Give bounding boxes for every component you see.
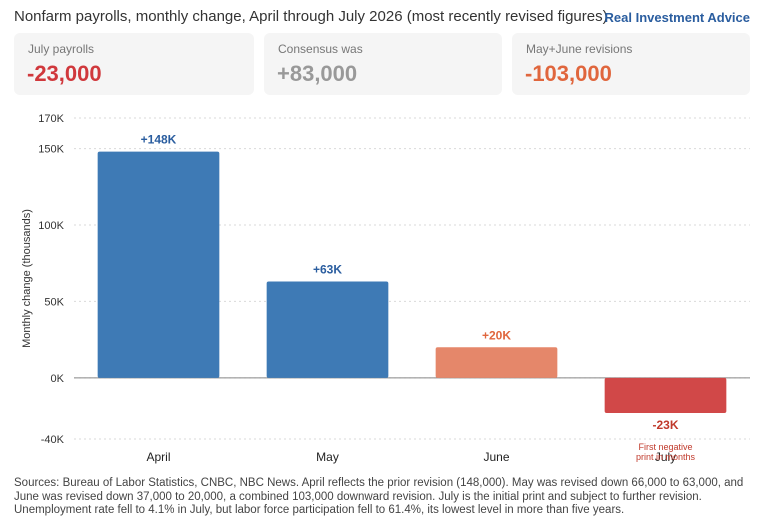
kpi-label: Consensus was [278, 42, 363, 56]
data-label: +63K [313, 263, 342, 277]
kpi-card-consensus: Consensus was +83,000 [264, 33, 502, 95]
kpi-card-revisions: May+June revisions -103,000 [512, 33, 750, 95]
y-tick-label: 170K [38, 113, 64, 125]
data-label: -23K [652, 418, 678, 432]
kpi-label: May+June revisions [526, 42, 633, 56]
y-tick-label: -40K [41, 434, 65, 446]
data-label: +148K [141, 133, 177, 147]
x-tick-label: May [316, 450, 339, 464]
x-tick-label: July [655, 450, 676, 464]
y-tick-label: 0K [51, 373, 65, 385]
kpi-value: -103,000 [525, 61, 612, 86]
sources-note: Sources: Bureau of Labor Statistics, CNB… [14, 477, 744, 516]
x-tick-label: April [146, 450, 170, 464]
data-label: +20K [482, 328, 511, 342]
brand-logo-text: Real Investment Advice [604, 10, 750, 25]
y-tick-label: 50K [44, 296, 64, 308]
y-axis-title: Monthly change (thousands) [21, 209, 33, 348]
kpi-value: -23,000 [27, 61, 102, 86]
bar-june [435, 347, 558, 378]
kpi-value: +83,000 [277, 61, 358, 86]
x-tick-label: June [483, 450, 509, 464]
kpi-label: July payrolls [28, 42, 95, 56]
bar-april [97, 151, 220, 378]
annotation-line-1: First negative [638, 442, 692, 452]
annotation-line-2: print in months [636, 452, 696, 462]
chart-title: Nonfarm payrolls, monthly change, April … [14, 8, 608, 25]
kpi-card-july-payrolls: July payrolls -23,000 [14, 33, 254, 95]
y-tick-label: 100K [38, 220, 64, 232]
bar-july [604, 377, 727, 414]
payrolls-bar-chart: -40K 0K 50K 100K 150K 170K Monthly change (tho… [21, 113, 750, 464]
bar-may [266, 281, 389, 378]
y-tick-label: 150K [38, 144, 64, 156]
